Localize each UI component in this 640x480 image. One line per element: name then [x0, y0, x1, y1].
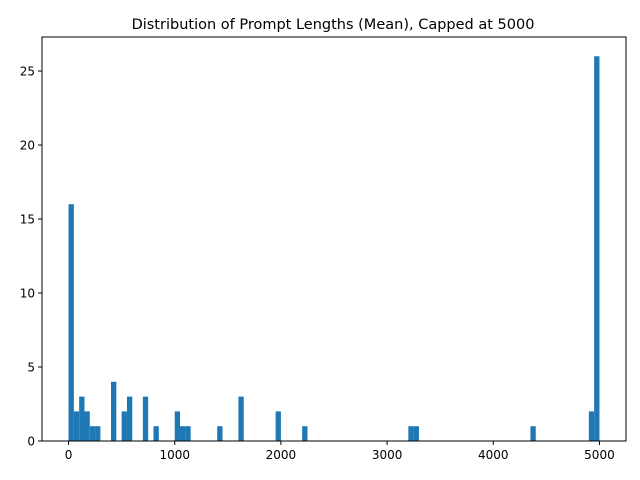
- y-tick-label-10: 10: [20, 287, 35, 301]
- histogram-bar-11: [174, 411, 181, 441]
- y-tick-label-5: 5: [27, 361, 35, 375]
- histogram-bar-3: [84, 411, 90, 441]
- histogram-bar-17: [302, 426, 308, 441]
- histogram-bar-5: [95, 426, 101, 441]
- bars-layer: [68, 56, 600, 442]
- x-tick-label-0: 0: [65, 448, 73, 462]
- histogram-bar-6: [111, 381, 117, 441]
- histogram-bar-12: [180, 426, 186, 441]
- histogram-bar-19: [413, 426, 419, 441]
- chart-title: Distribution of Prompt Lengths (Mean), C…: [132, 17, 535, 33]
- x-tick-label-4000: 4000: [478, 448, 509, 462]
- histogram-bar-13: [185, 426, 191, 441]
- histogram-bar-7: [121, 411, 127, 441]
- histogram-bar-9: [142, 396, 149, 441]
- histogram-bar-22: [594, 56, 600, 442]
- histogram-bar-4: [89, 426, 96, 441]
- histogram-bar-14: [217, 426, 223, 441]
- histogram-bar-8: [126, 396, 133, 441]
- y-tick-label-25: 25: [20, 65, 35, 79]
- histogram-bar-15: [238, 396, 244, 441]
- histogram-bar-16: [275, 411, 281, 441]
- y-tick-label-0: 0: [27, 435, 35, 449]
- histogram-bar-21: [588, 411, 595, 441]
- histogram-bar-0: [68, 204, 74, 441]
- x-tick-label-3000: 3000: [372, 448, 403, 462]
- histogram-bar-2: [79, 396, 85, 441]
- histogram-bar-1: [73, 411, 80, 441]
- x-tick-label-2000: 2000: [266, 448, 297, 462]
- histogram-bar-10: [153, 426, 159, 441]
- plot-frame: [41, 36, 627, 442]
- histogram-bar-18: [408, 426, 414, 441]
- y-tick-label-15: 15: [20, 213, 35, 227]
- x-tick-label-1000: 1000: [159, 448, 190, 462]
- axes-layer: 0 1000 2000 3000 4000 5000 0 5 10 15 20 25: [20, 36, 627, 462]
- histogram-bar-20: [530, 426, 536, 441]
- x-tick-label-5000: 5000: [584, 448, 615, 462]
- y-tick-label-20: 20: [20, 139, 35, 153]
